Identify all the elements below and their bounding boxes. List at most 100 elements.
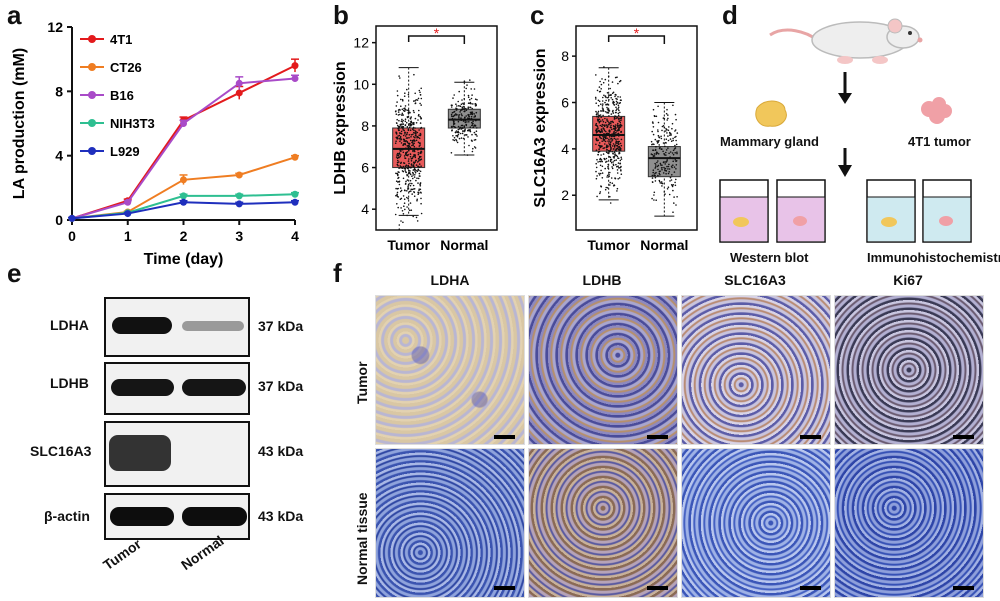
data-point — [417, 191, 419, 194]
ihc-col-slc16a3: SLC16A3 — [724, 272, 786, 288]
data-point — [654, 162, 656, 165]
data-point — [609, 184, 611, 186]
data-point — [419, 182, 422, 184]
data-point — [412, 144, 415, 146]
data-point — [418, 166, 421, 168]
data-point — [667, 139, 670, 142]
data-point — [399, 109, 401, 111]
data-point — [617, 122, 619, 125]
data-point — [463, 80, 466, 82]
data-point — [674, 144, 676, 147]
data-point — [124, 210, 132, 218]
data-point — [450, 152, 453, 154]
data-point — [409, 118, 412, 120]
data-point — [615, 103, 618, 105]
data-point — [405, 164, 408, 166]
data-point — [606, 111, 609, 114]
data-point — [673, 166, 676, 168]
data-point — [395, 110, 397, 112]
data-point — [620, 116, 623, 119]
data-point — [653, 153, 656, 155]
data-point — [416, 99, 419, 101]
data-point — [457, 128, 460, 131]
data-point — [618, 177, 621, 179]
data-point — [659, 146, 661, 149]
data-point — [597, 112, 599, 114]
data-point — [653, 155, 656, 157]
data-point — [401, 210, 404, 212]
y-axis-label: LDHB expression — [332, 61, 349, 194]
data-point — [598, 135, 601, 138]
data-point — [655, 145, 657, 148]
data-point — [417, 165, 420, 168]
data-point — [406, 140, 408, 143]
data-point — [461, 132, 464, 135]
data-point — [672, 153, 675, 156]
data-point — [406, 116, 409, 118]
data-point — [420, 197, 422, 200]
data-point — [609, 156, 612, 159]
data-point — [674, 113, 677, 116]
tumor-label: 4T1 tumor — [908, 134, 971, 149]
data-point — [400, 197, 403, 200]
data-point — [665, 128, 667, 130]
data-point — [667, 117, 669, 120]
data-point — [408, 143, 411, 145]
data-point — [601, 105, 604, 107]
data-point — [609, 145, 612, 148]
data-point — [414, 117, 417, 120]
data-point — [657, 129, 659, 131]
data-point — [617, 112, 620, 115]
data-point — [657, 168, 659, 171]
data-point — [395, 187, 397, 190]
data-point — [397, 174, 399, 177]
data-point — [467, 107, 469, 110]
data-point — [601, 165, 604, 168]
data-point — [600, 145, 602, 147]
data-point — [419, 170, 422, 173]
data-point — [661, 168, 663, 171]
data-point — [666, 160, 668, 162]
data-point — [467, 136, 469, 138]
data-point — [460, 113, 463, 115]
data-point — [615, 138, 617, 140]
data-point — [668, 171, 670, 173]
data-point — [409, 155, 412, 158]
data-point — [657, 160, 659, 162]
data-point — [403, 162, 406, 164]
data-point — [451, 129, 453, 131]
x-axis-label: Time (day) — [144, 251, 224, 268]
data-point — [404, 143, 407, 146]
data-point — [415, 164, 418, 166]
data-point — [617, 129, 619, 131]
data-point — [410, 160, 413, 162]
data-point — [675, 135, 677, 138]
data-point — [404, 133, 406, 135]
data-point — [402, 195, 405, 197]
data-point — [672, 211, 674, 213]
data-point — [595, 170, 597, 173]
data-point — [414, 171, 417, 174]
data-point — [400, 105, 402, 107]
data-point — [661, 166, 663, 169]
data-point — [291, 153, 299, 161]
western-blot-wells — [719, 179, 826, 243]
data-point — [396, 118, 398, 121]
data-point — [409, 184, 412, 187]
data-point — [417, 177, 420, 180]
data-point — [651, 130, 653, 133]
data-point — [657, 130, 659, 133]
scale-bar — [494, 586, 515, 590]
y-tick-label: 12 — [47, 19, 63, 35]
data-point — [616, 117, 619, 119]
data-point — [604, 188, 607, 191]
data-point — [651, 177, 654, 179]
blot-slc16a3 — [104, 421, 250, 487]
data-point — [611, 81, 614, 83]
data-point — [674, 159, 677, 161]
data-point — [663, 126, 666, 129]
data-point — [653, 174, 655, 177]
data-point — [600, 110, 602, 112]
significance-bracket — [607, 35, 666, 44]
data-point — [412, 139, 415, 141]
